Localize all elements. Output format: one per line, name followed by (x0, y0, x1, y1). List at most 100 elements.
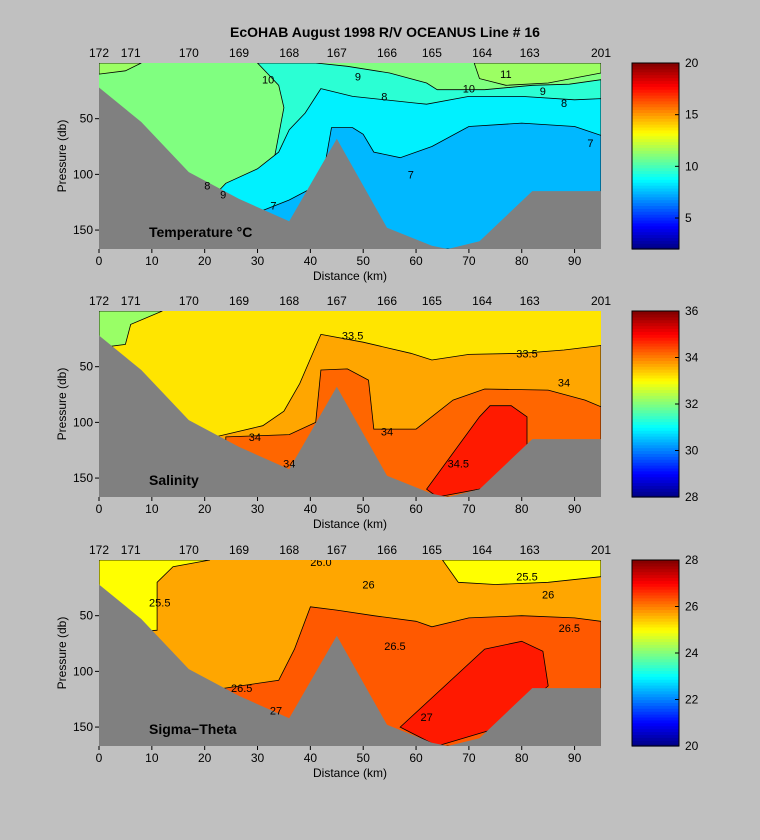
x-tick-label: 40 (304, 751, 318, 765)
x-tick-label: 50 (357, 254, 371, 268)
colorbar-segment (632, 340, 679, 344)
colorbar-segment (632, 418, 679, 423)
colorbar-segment (632, 225, 679, 230)
colorbar-segment (632, 106, 679, 111)
station-label: 171 (121, 294, 141, 308)
contour-label: 27 (270, 705, 282, 717)
contour-label: 10 (463, 84, 475, 96)
contour-label: 8 (381, 91, 387, 103)
y-axis-label: Pressure (db) (55, 120, 69, 193)
colorbar-tick-label: 26 (685, 600, 699, 614)
colorbar-segment (632, 740, 679, 744)
colorbar-segment (632, 351, 679, 356)
colorbar-segment (632, 89, 679, 93)
contour-label: 26.0 (310, 557, 331, 569)
colorbar-segment (632, 118, 679, 122)
colorbar-segment (632, 121, 679, 125)
colorbar-segment (632, 313, 679, 318)
x-tick-label: 60 (409, 751, 423, 765)
colorbar-segment (632, 444, 679, 449)
station-label: 163 (520, 543, 540, 557)
colorbar-segment (632, 562, 679, 567)
colorbar-segment (632, 433, 679, 437)
colorbar-segment (632, 103, 679, 108)
panel-salinity: 33.5 33.5 34 34 34 34 34.5 172 171 170 169 168 167 16… (55, 294, 699, 531)
colorbar-segment (632, 615, 679, 619)
colorbar-segment (632, 699, 679, 704)
y-tick-label: 100 (73, 167, 93, 181)
contour-label: 11 (500, 69, 511, 81)
colorbar-tick-label: 24 (685, 646, 699, 660)
colorbar-segment (632, 202, 679, 207)
colorbar-segment (632, 491, 679, 495)
colorbar-segment (632, 74, 679, 79)
colorbar-tick-label: 15 (685, 108, 699, 122)
contour-label: 26.5 (384, 641, 405, 653)
colorbar-segment (632, 334, 679, 338)
colorbar-segment (632, 170, 679, 175)
colorbar-tick-label: 10 (685, 159, 699, 173)
colorbar-segment (632, 629, 679, 634)
colorbar-segment (632, 644, 679, 648)
contour-region (442, 560, 601, 585)
contour-region (473, 63, 601, 86)
x-tick-label: 50 (357, 751, 371, 765)
colorbar-segment (632, 580, 679, 584)
colorbar-segment (632, 647, 679, 651)
contour-label: 34 (283, 459, 295, 471)
seafloor (99, 584, 601, 746)
panel-label: Sigma−Theta (149, 721, 237, 737)
colorbar-segment (632, 164, 679, 169)
y-tick-label: 100 (73, 415, 93, 429)
x-tick-label: 10 (145, 254, 159, 268)
colorbar-segment (632, 100, 679, 105)
station-label: 164 (472, 543, 492, 557)
colorbar-segment (632, 696, 679, 701)
colorbar-segment (632, 485, 679, 489)
colorbar-segment (632, 86, 679, 90)
colorbar-segment (632, 109, 679, 114)
colorbar-segment (632, 682, 679, 686)
contour-label: 33.5 (342, 331, 363, 343)
colorbar-tick-label: 34 (685, 351, 699, 365)
station-label: 172 (89, 294, 109, 308)
colorbar-segment (632, 141, 679, 145)
colorbar-segment (632, 158, 679, 163)
colorbar-segment (632, 219, 679, 224)
y-tick-label: 100 (73, 664, 93, 678)
colorbar-segment (632, 594, 679, 599)
station-label: 170 (179, 294, 199, 308)
colorbar-segment (632, 240, 679, 244)
x-tick-label: 30 (251, 751, 265, 765)
colorbar-segment (632, 667, 679, 672)
station-label: 163 (520, 294, 540, 308)
colorbar-segment (632, 231, 679, 236)
colorbar-segment (632, 638, 679, 642)
colorbar-segment (632, 380, 679, 385)
colorbar-segment (632, 456, 679, 460)
station-label: 170 (179, 543, 199, 557)
station-label: 165 (422, 46, 442, 60)
contour-label: 25.5 (149, 597, 170, 609)
colorbar-segment (632, 473, 679, 478)
contour-label: 10 (262, 75, 274, 87)
seafloor (99, 335, 601, 497)
panel-sigma-theta: 25.5 26.0 26 25.5 26 26.5 26.5 26.5 27 27 172 171 17… (55, 543, 699, 780)
x-tick-label: 70 (462, 502, 476, 516)
colorbar-segment (632, 441, 679, 446)
colorbar-segment (632, 447, 679, 452)
x-tick-label: 50 (357, 502, 371, 516)
station-label: 168 (279, 46, 299, 60)
colorbar-segment (632, 401, 679, 405)
colorbar-segment (632, 702, 679, 706)
colorbar-segment (632, 714, 679, 718)
colorbar-tick-label: 20 (685, 739, 699, 753)
colorbar-segment (632, 71, 679, 76)
colorbar-segment (632, 173, 679, 177)
colorbar-segment (632, 150, 679, 154)
colorbar-segment (632, 743, 679, 747)
contour-label: 25.5 (516, 572, 537, 584)
x-tick-label: 10 (145, 502, 159, 516)
y-tick-label: 50 (80, 360, 94, 374)
colorbar-segment (632, 676, 679, 680)
